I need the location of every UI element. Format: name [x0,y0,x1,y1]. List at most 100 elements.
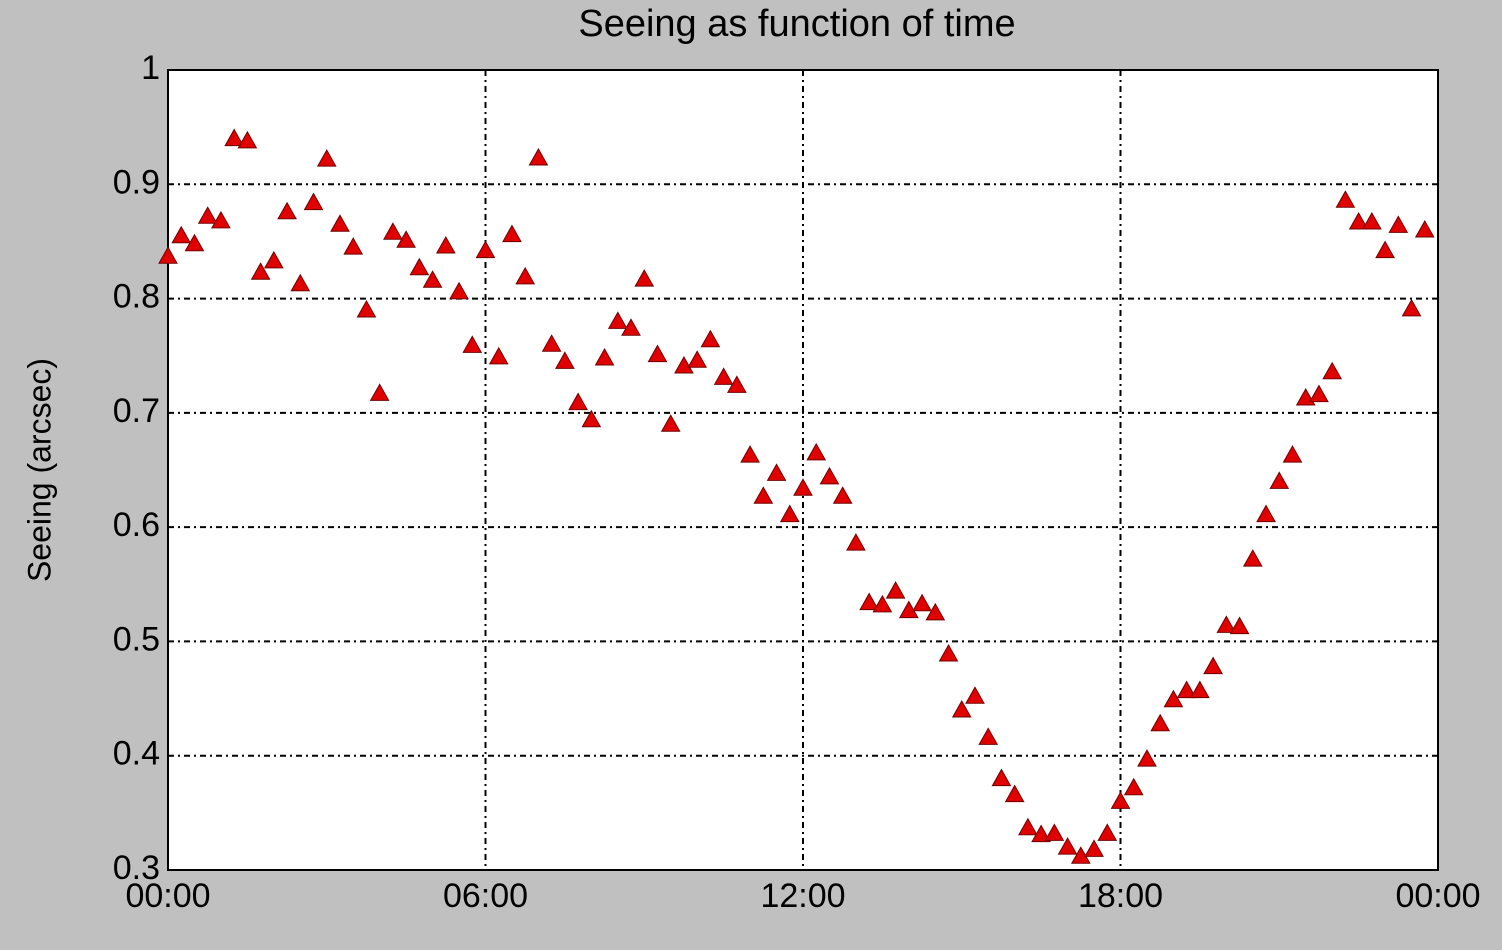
marker [409,257,430,276]
marker [1309,384,1329,403]
y-tick-label: 0.3 [113,849,160,887]
marker [607,311,628,329]
x-tick-label: 06:00 [443,877,528,915]
marker [938,643,959,662]
marker [369,383,390,401]
marker [330,214,350,232]
marker [1401,298,1422,317]
marker [1150,713,1171,732]
marker [1057,837,1078,855]
marker [515,266,536,285]
marker [396,230,416,248]
marker [1203,656,1223,675]
x-tick-label: 12:00 [760,877,845,915]
marker [1044,823,1065,841]
marker [991,768,1012,787]
marker [1229,616,1250,635]
marker [1361,211,1382,230]
marker [885,581,906,599]
marker [1110,791,1131,809]
marker [1269,471,1290,489]
marker [316,149,337,167]
marker [700,329,721,348]
marker [277,201,297,220]
marker [621,318,641,336]
marker [766,463,787,481]
marker [568,392,588,411]
marker [435,235,456,254]
marker [1388,215,1409,233]
marker [912,593,932,612]
marker [978,727,999,745]
marker [1322,361,1343,380]
marker [197,206,218,224]
marker [687,350,708,368]
x-tick-label: 00:00 [125,877,210,915]
marker [303,192,324,211]
marker [713,367,734,385]
marker [1137,749,1157,767]
marker [726,375,747,393]
marker [211,210,231,229]
marker [475,240,496,259]
marker [462,335,483,353]
marker [356,299,377,318]
marker [1031,824,1051,843]
marker [250,262,271,280]
marker [1375,240,1395,259]
marker [1084,839,1104,857]
marker [1414,219,1435,238]
marker [965,686,985,704]
marker [502,224,522,243]
marker [1216,615,1237,633]
marker [647,344,668,363]
marker [528,147,549,166]
marker [819,466,840,485]
marker [541,334,562,352]
marker [184,233,205,252]
marker [555,351,575,369]
marker [1242,549,1263,567]
marker [740,445,760,463]
y-tick-label: 0.6 [113,506,160,544]
marker [1282,445,1303,463]
marker [1190,680,1210,699]
marker [806,442,827,461]
marker [383,222,403,240]
y-tick-label: 0.8 [113,278,160,316]
marker [158,246,178,264]
marker [594,347,615,366]
marker [171,225,192,244]
marker [1348,211,1369,230]
marker [832,486,853,504]
x-tick-label: 00:00 [1395,877,1480,915]
marker [1123,777,1144,796]
marker [951,699,972,718]
y-tick-label: 0.5 [113,620,160,658]
marker [290,273,311,292]
y-axis-label: Seeing (arcsec) [21,358,57,582]
marker [488,346,509,365]
marker [925,602,946,621]
y-tick-label: 0.9 [113,163,160,201]
marker [634,269,655,287]
marker [846,533,866,551]
marker [793,478,813,496]
marker [1335,190,1356,208]
marker [674,355,694,374]
marker [1018,817,1038,836]
y-tick-label: 1 [141,49,160,87]
marker [872,594,893,613]
marker [1097,823,1118,841]
y-tick-label: 0.4 [113,735,160,773]
marker [224,128,245,147]
marker [1176,680,1197,699]
marker [343,237,364,255]
x-tick-label: 18:00 [1078,877,1163,915]
marker [1256,504,1276,523]
marker [1004,784,1025,803]
marker [753,486,774,504]
marker [237,130,258,149]
marker [660,414,681,432]
